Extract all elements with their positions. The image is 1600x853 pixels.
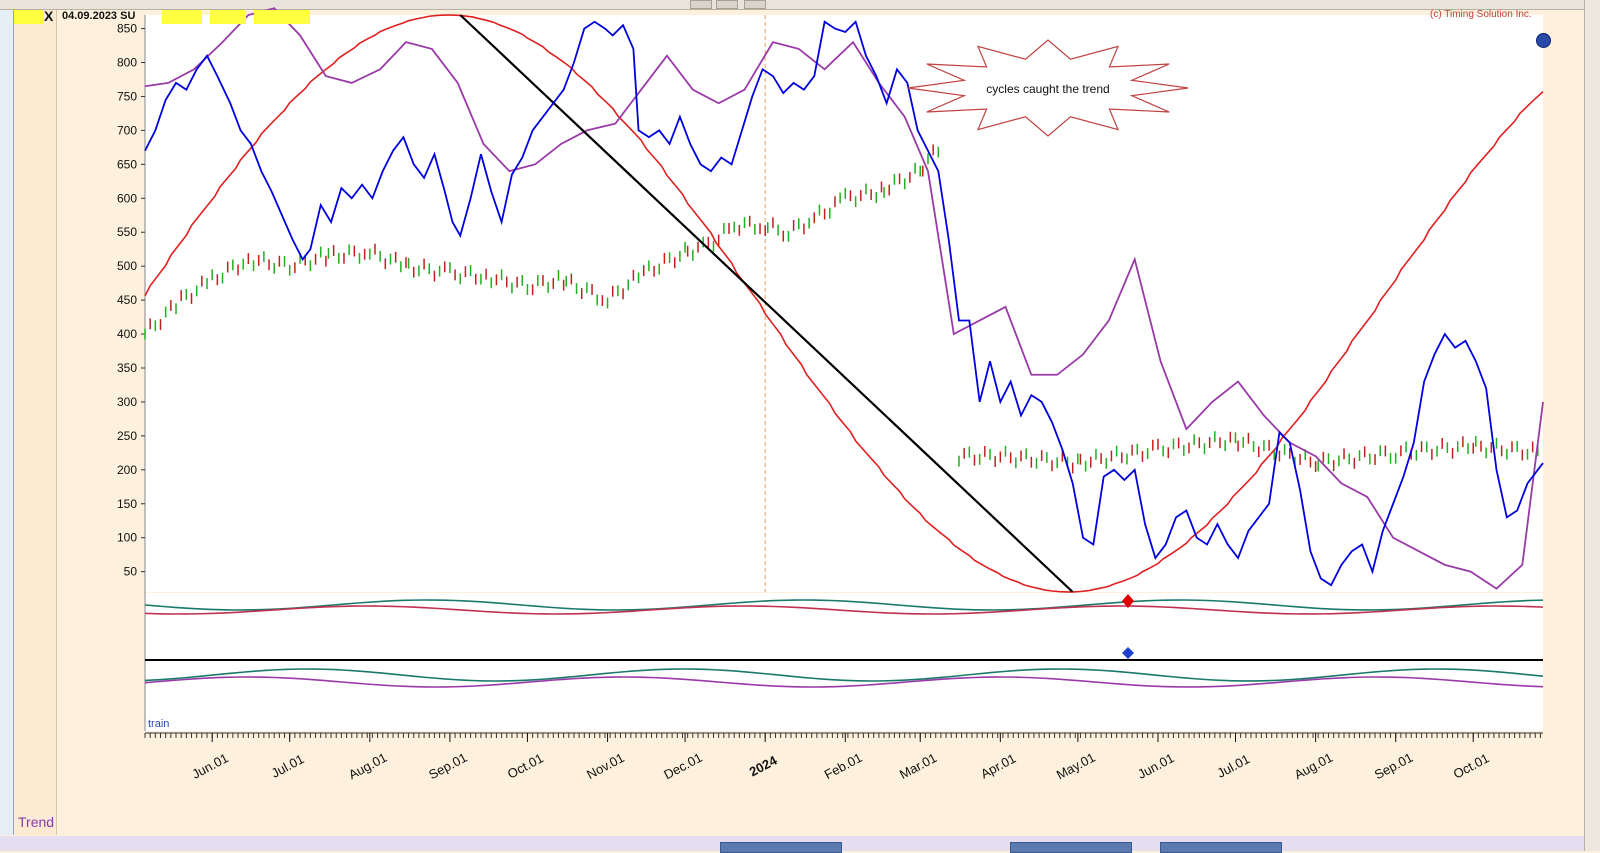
scroll-segment[interactable]	[720, 842, 842, 853]
diamond-marker-red	[1122, 594, 1134, 608]
highlight	[254, 10, 310, 24]
panel-title: Trend	[18, 814, 55, 830]
blue-price-line	[144, 20, 1544, 587]
highlight	[162, 10, 202, 24]
x-tick-label: Apr.01	[978, 751, 1018, 782]
sub-panel-2-line-2	[144, 676, 1544, 688]
y-tick-label: 700	[117, 123, 137, 137]
red-cycle-line	[144, 14, 1544, 593]
top-toolbar	[0, 0, 1600, 10]
train-label: train	[148, 718, 169, 730]
highlight	[210, 10, 246, 24]
sub-panel-2-line	[144, 668, 1544, 682]
x-tick-label: 2024	[747, 752, 780, 779]
y-tick-label: 750	[117, 89, 137, 103]
y-tick-label: 100	[117, 531, 137, 545]
x-tick-label: Jun.01	[189, 750, 231, 782]
scroll-segment[interactable]	[1160, 842, 1282, 853]
left-gutter	[14, 10, 57, 835]
y-tick-label: 250	[117, 429, 137, 443]
x-tick-label: Oct.01	[505, 750, 546, 781]
x-tick-label: Sep.01	[1372, 750, 1415, 783]
y-tick-label: 500	[117, 259, 137, 273]
x-tick-label: Mar.01	[897, 750, 939, 782]
y-tick-label: 300	[117, 395, 137, 409]
y-tick-label: 450	[117, 293, 137, 307]
y-tick-label: 850	[117, 22, 137, 36]
y-tick-label: 650	[117, 157, 137, 171]
globe-icon[interactable]	[1536, 33, 1551, 48]
y-tick-label: 400	[117, 327, 137, 341]
x-tick-label: Jul.01	[269, 751, 307, 781]
purple-cycle-line	[144, 7, 1544, 590]
copyright-text: (c) Timing Solution Inc.	[1430, 9, 1532, 20]
annotation-text: cycles caught the trend	[986, 82, 1109, 96]
y-tick-label: 150	[117, 497, 137, 511]
info-strip: X 04.09.2023 SU	[14, 8, 310, 24]
highlight	[14, 10, 44, 24]
diamond-marker-blue	[1122, 647, 1134, 659]
y-tick-label: 800	[117, 56, 137, 70]
annotation-burst	[907, 39, 1189, 137]
toolbar-button[interactable]	[690, 0, 712, 9]
x-tick-label: Jun.01	[1135, 750, 1177, 782]
x-tick-label: Oct.01	[1451, 750, 1492, 781]
y-tick-label: 200	[117, 463, 137, 477]
bottom-scrollbar[interactable]	[0, 836, 1584, 853]
x-tick-label: Dec.01	[661, 750, 704, 783]
sub-panel-bg	[145, 593, 1543, 731]
x-tick-label: Nov.01	[584, 750, 627, 782]
y-tick-label: 550	[117, 225, 137, 239]
plot-area	[145, 15, 1543, 592]
x-tick-label: Aug.01	[1292, 750, 1335, 783]
x-tick-label: Aug.01	[346, 750, 389, 783]
x-tick-label: Jul.01	[1215, 751, 1253, 781]
x-tick-label: Sep.01	[426, 750, 469, 783]
close-button[interactable]: X	[44, 8, 54, 24]
x-tick-label: May.01	[1054, 750, 1098, 783]
info-date: 04.09.2023 SU	[62, 10, 136, 22]
sub-panel-1-line	[144, 599, 1544, 611]
toolbar-button[interactable]	[744, 0, 766, 9]
toolbar-button[interactable]	[716, 0, 738, 9]
y-tick-label: 350	[117, 361, 137, 375]
trend-line	[459, 14, 1074, 593]
left-tool-palette	[0, 10, 14, 835]
sub-panel-1-line-2	[144, 605, 1544, 615]
x-tick-label: Feb.01	[822, 750, 865, 782]
scroll-segment[interactable]	[1010, 842, 1132, 853]
y-tick-label: 50	[124, 565, 138, 579]
right-scrollbar[interactable]	[1584, 0, 1600, 851]
y-tick-label: 600	[117, 191, 137, 205]
chart-canvas: 50 100 150 200 250 300 350 400 450 500 550 600 650 70…	[117, 7, 1544, 783]
